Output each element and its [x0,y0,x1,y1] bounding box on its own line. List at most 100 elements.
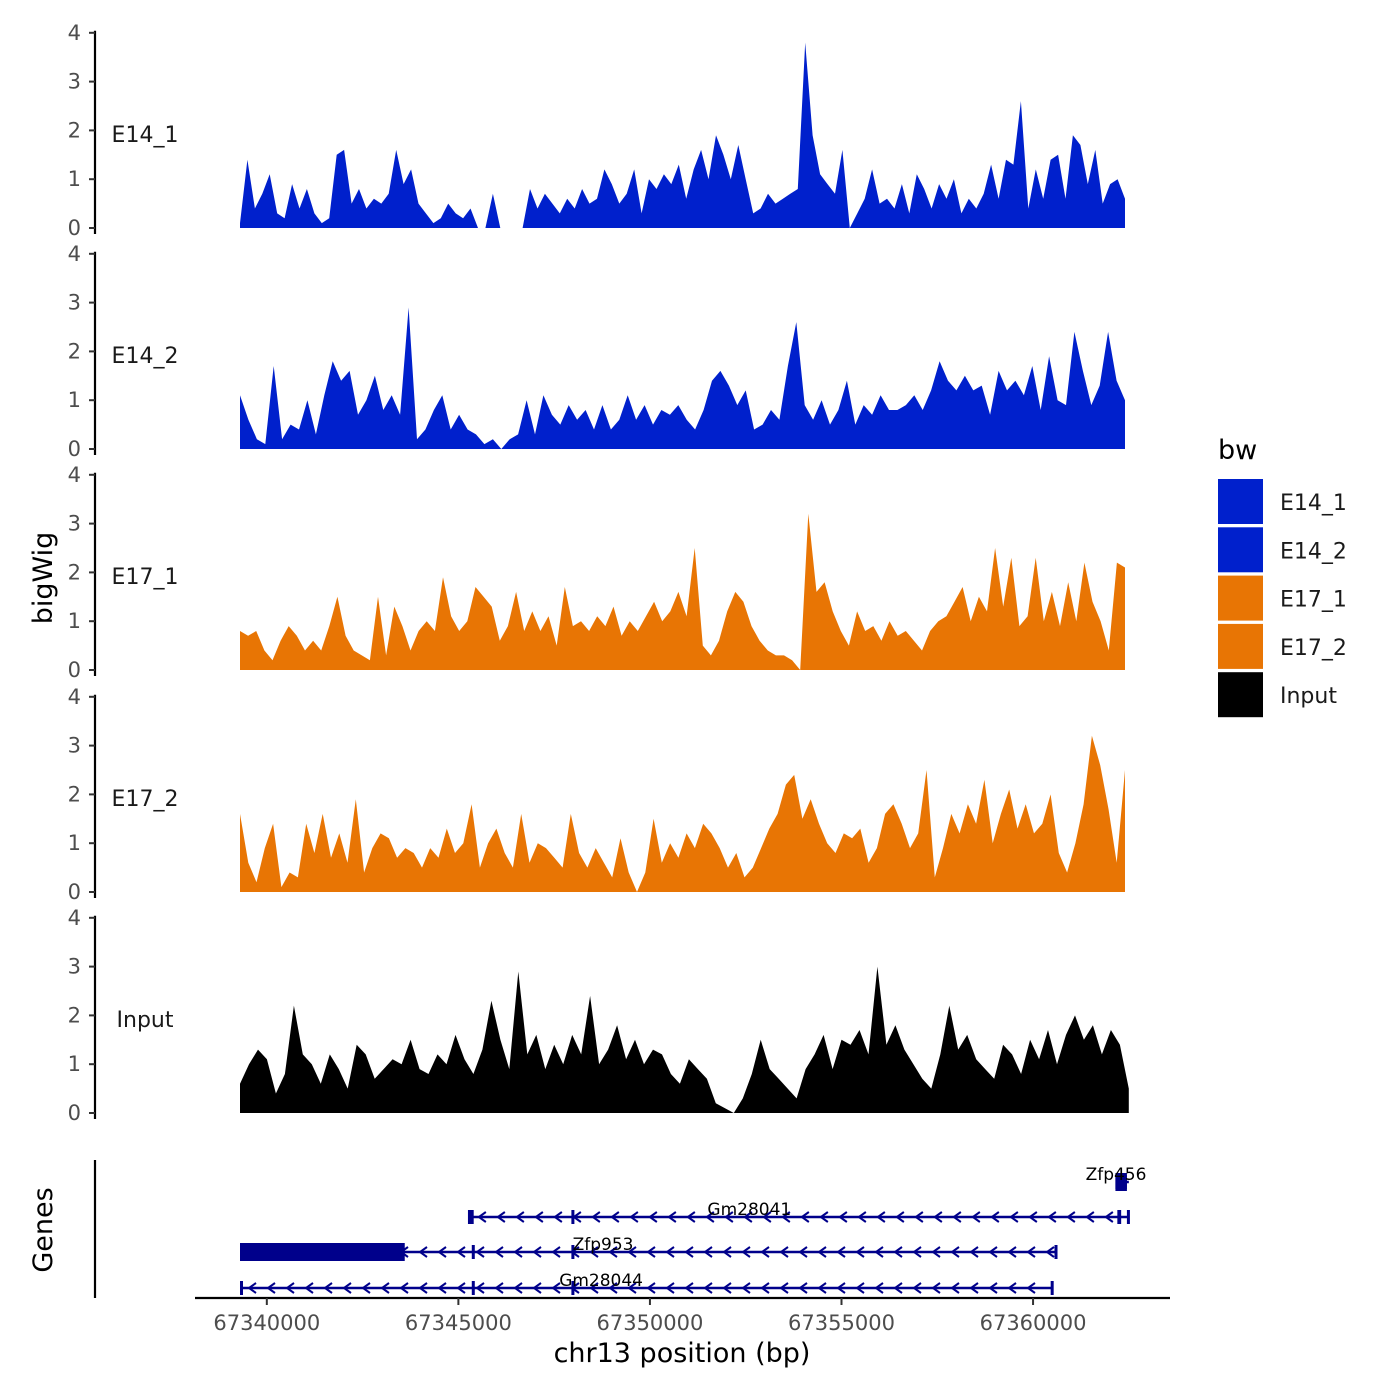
y-tick-label: 4 [68,242,81,266]
strand-arrow [798,1282,808,1294]
strand-arrow [874,1282,884,1294]
y-tick-label: 2 [68,339,81,363]
strand-arrow [857,1211,867,1223]
gene-label: Zfp953 [573,1235,634,1255]
track-label: E17_2 [112,787,179,812]
exon [240,1281,243,1295]
strand-arrow [665,1282,675,1294]
strand-arrow [1085,1211,1095,1223]
strand-arrow [912,1246,922,1258]
legend-entry-e17_2: E17_2 [1218,623,1347,669]
y-tick-label: 1 [68,167,81,191]
strand-arrow [743,1211,753,1223]
strand-arrow [477,1211,487,1223]
y-tick-label: 2 [68,782,81,806]
track-e17_1: 0 1 2 3 4 E17_1 [68,463,1125,682]
strand-arrow [1047,1211,1057,1223]
strand-arrow [836,1246,846,1258]
strand-arrow [874,1246,884,1258]
strand-arrow [817,1246,827,1258]
strand-arrow [779,1246,789,1258]
strand-arrow [722,1282,732,1294]
legend-title: bw [1218,435,1257,466]
y-tick-label: 0 [68,216,81,240]
strand-arrow [817,1282,827,1294]
exon [571,1210,575,1224]
strand-arrow [475,1246,485,1258]
exon [1054,1245,1058,1259]
strand-arrow [838,1211,848,1223]
strand-arrow [247,1282,257,1294]
x-axis: 67340000 67345000 67350000 67355000 67360000 [195,1296,1170,1335]
strand-arrow [836,1282,846,1294]
strand-arrow [988,1282,998,1294]
strand-arrow [1007,1246,1017,1258]
exon [1126,1210,1130,1224]
strand-arrow [399,1282,409,1294]
strand-arrow [494,1282,504,1294]
strand-arrow [741,1282,751,1294]
y-tick-label: 1 [68,831,81,855]
strand-arrow [855,1282,865,1294]
strand-arrow [589,1246,599,1258]
strand-arrow [496,1211,506,1223]
strand-arrow [684,1282,694,1294]
strand-arrow [950,1246,960,1258]
track-e17_2: 0 1 2 3 4 E17_2 [68,685,1125,904]
strand-arrow [515,1211,525,1223]
strand-arrow [361,1282,371,1294]
strand-arrow [912,1282,922,1294]
track-input: 0 1 2 3 4 Input [68,906,1129,1125]
strand-arrow [969,1246,979,1258]
legend: bw E14_1 E14_2 E17_1 E17_2 Input [1218,435,1347,718]
coverage-area-e17_2 [240,735,1125,892]
strand-arrow [969,1282,979,1294]
strand-arrow [494,1246,504,1258]
exon [571,1245,575,1259]
y-tick-label: 2 [68,118,81,142]
legend-entry-input: Input [1218,672,1337,718]
track-e14_1: 0 1 2 3 4 E14_1 [68,21,1125,240]
y-tick-label: 0 [68,437,81,461]
strand-arrow [722,1246,732,1258]
legend-swatch [1218,479,1263,524]
strand-arrow [629,1211,639,1223]
legend-label: E17_1 [1280,588,1347,613]
track-label: E14_1 [112,123,179,148]
strand-arrow [779,1282,789,1294]
legend-entry-e14_1: E14_1 [1218,479,1347,524]
strand-arrow [627,1282,637,1294]
strand-arrow [762,1211,772,1223]
gene-label: Gm28041 [707,1200,791,1220]
strand-arrow [931,1282,941,1294]
strand-arrow [686,1211,696,1223]
strand-arrow [551,1246,561,1258]
genes-layer: Zfp456 Gm28041 Zfp953 Gm28044 [93,1160,1146,1298]
y-tick-label: 3 [68,734,81,758]
strand-arrow [684,1246,694,1258]
legend-label: E17_2 [1280,636,1347,661]
strand-arrow [475,1282,485,1294]
strand-arrow [893,1282,903,1294]
strand-arrow [798,1246,808,1258]
strand-arrow [437,1282,447,1294]
strand-arrow [1104,1211,1114,1223]
strand-arrow [724,1211,734,1223]
x-axis-title: chr13 position (bp) [554,1338,811,1369]
y-tick-label: 0 [68,880,81,904]
strand-arrow [1028,1211,1038,1223]
gene-zfp953: Zfp953 [240,1235,1058,1261]
legend-label: E14_2 [1280,539,1347,564]
strand-arrow [760,1246,770,1258]
strand-arrow [608,1282,618,1294]
strand-arrow [952,1211,962,1223]
track-e14_2: 0 1 2 3 4 E14_2 [68,242,1125,461]
strand-arrow [342,1282,352,1294]
strand-arrow [646,1282,656,1294]
coverage-area-e14_1 [240,42,1125,228]
strand-arrow [266,1282,276,1294]
exon [1117,1210,1122,1224]
strand-arrow [513,1282,523,1294]
x-tick-label: 67360000 [980,1311,1087,1335]
